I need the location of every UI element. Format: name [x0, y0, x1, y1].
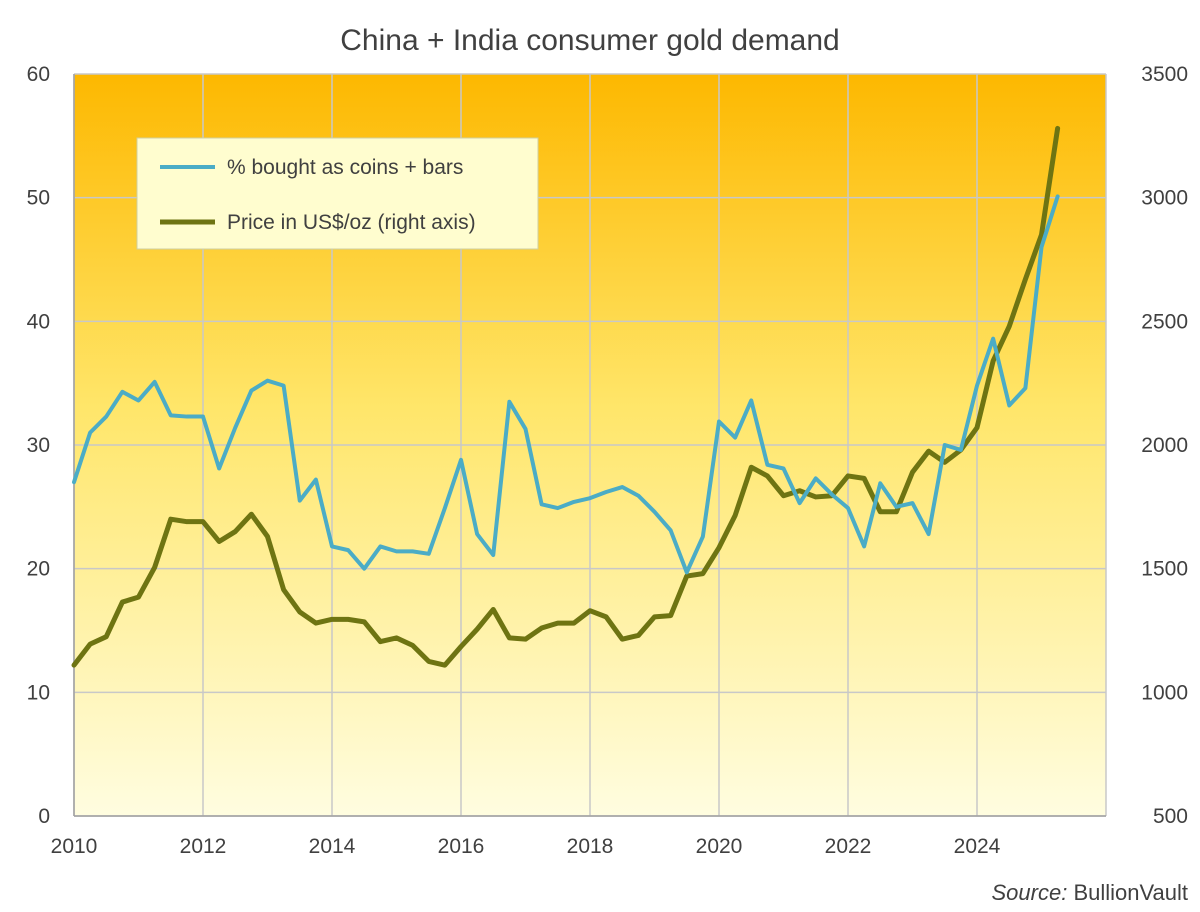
- y-right-tick-label: 2500: [1141, 310, 1188, 333]
- x-tick-label: 2020: [696, 835, 743, 858]
- x-tick-label: 2018: [567, 835, 614, 858]
- x-axis: 2010 2012 2014 2016 2018 2020 2022 2024: [51, 835, 1001, 858]
- y-left-tick-label: 60: [27, 63, 50, 86]
- x-tick-label: 2010: [51, 835, 98, 858]
- y-left-tick-label: 0: [38, 805, 50, 828]
- source-name: BullionVault: [1067, 880, 1188, 905]
- price-series-line: [71, 125, 1061, 668]
- y-right-tick-label: 1000: [1141, 681, 1188, 704]
- left-axis: 0 10 20 30 40 50 60: [27, 63, 50, 828]
- y-left-tick-label: 30: [27, 434, 50, 457]
- source-note: Source: BullionVault: [992, 880, 1189, 905]
- y-left-tick-label: 10: [27, 681, 50, 704]
- x-tick-label: 2014: [309, 835, 356, 858]
- y-left-tick-label: 20: [27, 558, 50, 581]
- legend-label-price: Price in US$/oz (right axis): [227, 211, 476, 234]
- x-tick-label: 2016: [438, 835, 485, 858]
- x-tick-label: 2012: [180, 835, 227, 858]
- legend-label-coins: % bought as coins + bars: [227, 156, 463, 179]
- chart-title: China + India consumer gold demand: [340, 24, 839, 57]
- x-tick-label: 2024: [954, 835, 1001, 858]
- y-right-tick-label: 3500: [1141, 63, 1188, 86]
- y-right-tick-label: 1500: [1141, 558, 1188, 581]
- source-label: Source:: [992, 880, 1068, 905]
- legend: % bought as coins + bars Price in US$/oz…: [136, 137, 539, 250]
- y-right-tick-label: 500: [1153, 805, 1188, 828]
- coins-bars-series-line: [72, 194, 1060, 575]
- legend-box: [136, 137, 539, 250]
- y-left-tick-label: 50: [27, 187, 50, 210]
- right-axis: 500 1000 1500 2000 2500 3000 3500: [1141, 63, 1188, 828]
- y-right-tick-label: 3000: [1141, 187, 1188, 210]
- y-left-tick-label: 40: [27, 310, 50, 333]
- x-tick-label: 2022: [825, 835, 872, 858]
- y-right-tick-label: 2000: [1141, 434, 1188, 457]
